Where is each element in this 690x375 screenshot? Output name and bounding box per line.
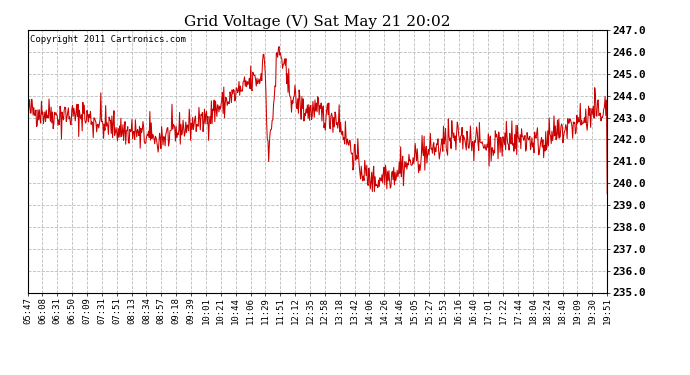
Text: Copyright 2011 Cartronics.com: Copyright 2011 Cartronics.com [30,35,186,44]
Title: Grid Voltage (V) Sat May 21 20:02: Grid Voltage (V) Sat May 21 20:02 [184,15,451,29]
